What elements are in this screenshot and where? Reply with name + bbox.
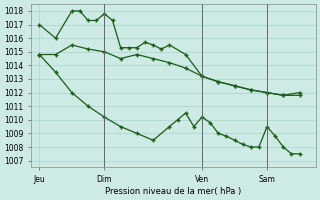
X-axis label: Pression niveau de la mer( hPa ): Pression niveau de la mer( hPa ) <box>105 187 242 196</box>
